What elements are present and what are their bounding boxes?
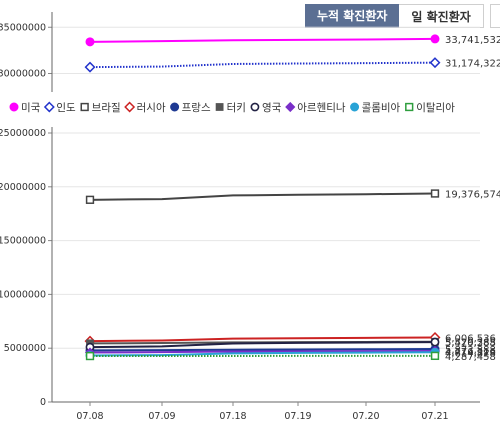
series-start-marker: [85, 37, 95, 47]
legend-label: 이탈리아: [416, 101, 455, 114]
series-end-marker: [429, 57, 441, 69]
legend-marker: [215, 103, 224, 111]
series-value-label: 4,287,458: [445, 352, 496, 363]
series-line: [89, 37, 436, 43]
tab-overflow-edge: [490, 4, 500, 28]
series-value-label: 33,741,532: [445, 35, 500, 46]
legend-label: 브라질: [92, 102, 121, 114]
x-tick-label: 07.18: [219, 411, 246, 421]
y-tick-label: 15000000: [0, 236, 46, 247]
legend-item: 러시아: [124, 101, 166, 114]
y-tick-label: 10000000: [0, 289, 46, 300]
top-panel: 35000000 30000000 33,741,532 31,174,322: [0, 12, 500, 92]
legend-label: 아르헨티나: [297, 102, 346, 114]
tab-bar: 누적 확진환자 일 확진환자: [305, 4, 484, 28]
x-tick-label: 07.09: [148, 411, 175, 421]
series-start-marker: [85, 195, 95, 204]
legend-marker: [350, 102, 360, 112]
series-line: [89, 341, 436, 349]
legend-item: 인도: [43, 101, 76, 114]
y-tick-label: 35000000: [0, 22, 46, 33]
legend-marker: [285, 101, 296, 113]
x-tick-label: 07.19: [284, 411, 311, 421]
series-start-marker: [85, 351, 95, 361]
y-tick-label: 30000000: [0, 69, 46, 80]
legend-label: 영국: [262, 102, 282, 114]
series-line: [89, 192, 436, 201]
legend-item: 프랑스: [170, 102, 211, 114]
y-tick-label: 5000000: [4, 343, 46, 354]
series-value-label: 5,470,288: [445, 338, 496, 349]
bottom-panel: 25000000 20000000 15000000 10000000 5000000 0…: [0, 127, 500, 421]
series-value-label: 31,174,322: [445, 59, 500, 70]
legend-item: 터키: [215, 102, 246, 114]
series-value-label: 19,376,574: [445, 190, 500, 201]
x-tick-label: 07.20: [352, 411, 379, 421]
legend-label: 인도: [56, 102, 76, 114]
series-value-label: 4,776,316: [445, 347, 496, 358]
legend-marker: [43, 101, 55, 113]
series-start-marker: [84, 61, 96, 73]
legend-marker: [124, 101, 136, 113]
legend-item: 아르헨티나: [285, 101, 346, 114]
legend-marker: [80, 102, 89, 112]
legend-marker: [250, 102, 260, 112]
legend: 미국 인도 브라질 러시아 프랑스 터키 영국 아르헨티나 콜롬비아 이탈리아: [9, 101, 455, 114]
legend-item: 미국: [9, 102, 41, 114]
legend-item: 콜롬비아: [350, 102, 401, 114]
y-tick-label: 0: [40, 397, 46, 408]
series-line: [89, 336, 436, 343]
legend-marker: [9, 102, 19, 112]
series-end-marker: [430, 351, 440, 361]
tab-cumulative-cases[interactable]: 누적 확진환자: [305, 4, 400, 28]
legend-label: 콜롬비아: [362, 102, 401, 114]
legend-item: 이탈리아: [405, 101, 455, 114]
series-value-label: 5,873,888: [445, 345, 496, 356]
series-end-marker: [430, 189, 440, 198]
y-tick-label: 20000000: [0, 182, 46, 193]
legend-label: 미국: [21, 102, 41, 114]
series-end-marker: [430, 34, 440, 44]
legend-label: 러시아: [137, 102, 166, 114]
series-line: [89, 349, 436, 354]
x-tick-label: 07.21: [421, 411, 448, 421]
series-line: [89, 348, 436, 352]
series-line: [89, 61, 436, 69]
legend-item: 브라질: [80, 102, 121, 114]
series-value-label: 6,006,536: [445, 333, 496, 344]
series-value-label: 5,529,385: [445, 338, 496, 349]
legend-marker: [405, 102, 414, 112]
series-value-label: 4,614,828: [445, 348, 496, 359]
legend-item: 영국: [250, 102, 282, 114]
legend-label: 터키: [227, 102, 246, 114]
series-end-marker: [430, 337, 440, 347]
legend-label: 프랑스: [182, 102, 211, 114]
y-tick-label: 25000000: [0, 128, 46, 139]
x-tick-label: 07.08: [76, 411, 103, 421]
legend-marker: [170, 102, 180, 112]
